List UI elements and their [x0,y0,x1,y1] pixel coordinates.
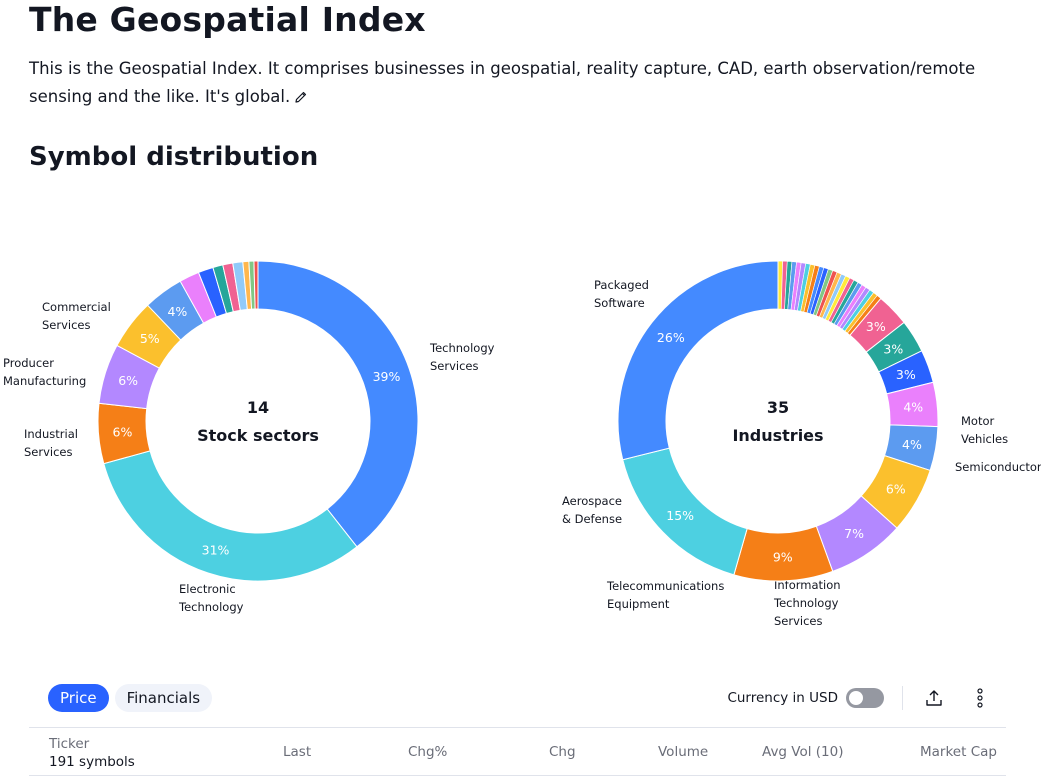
more-options-icon[interactable] [969,687,991,709]
slice-percent-label: 4% [902,437,922,452]
slice-category-label: Services [42,318,91,332]
slice-category-label: Software [594,296,645,310]
donut-center-title: Stock sectors [197,426,319,445]
column-market-cap[interactable]: Market Cap [920,744,997,760]
slice-percent-label: 7% [844,526,864,541]
slice-category-label: Packaged [594,278,649,292]
pencil-icon[interactable] [294,85,308,113]
slice-percent-label: 6% [113,424,133,439]
donut-center-count: 14 [247,398,269,417]
slice-percent-label: 31% [202,543,230,558]
slice-category-label: Manufacturing [3,374,86,388]
slice-category-label: & Defense [562,512,622,526]
tab-financials[interactable]: Financials [114,684,213,712]
description-text: This is the Geospatial Index. It compris… [29,59,976,106]
slice-category-label: Telecommunications [606,579,724,593]
slice-percent-label: 9% [773,549,793,564]
donut-chart-1: 39% Technology Services 31% Electronic Techno… [3,260,495,614]
table-top-divider [29,727,1006,728]
slice-category-label: Electronic [179,582,236,596]
slice-category-label: Services [24,445,73,459]
slice-category-label: Equipment [607,597,670,611]
slice-percent-label: 26% [657,330,685,345]
charts-area: 39% Technology Services 31% Electronic Techno… [3,260,1041,628]
donut-center-count: 35 [767,398,789,417]
slice-category-label: Producer [3,356,54,370]
currency-toggle[interactable] [846,688,884,708]
export-icon[interactable] [923,687,945,709]
column-chg[interactable]: Chg [549,744,576,760]
slice-percent-label: 15% [666,508,694,523]
donut-slice[interactable] [253,260,259,310]
table-toolbar: Currency in USD [727,684,991,712]
section-title: Symbol distribution [29,142,319,172]
slice-category-label: Semiconductors [955,460,1041,474]
column-chg-percent[interactable]: Chg% [408,744,448,760]
page-description: This is the Geospatial Index. It compris… [29,55,989,113]
donut-chart-2: 3% 3% Motor Vehicles 3% Semiconductors 4% 4% 6% 7… [562,260,1041,628]
page-title: The Geospatial Index [29,0,426,39]
currency-label: Currency in USD [727,690,838,706]
donut-slice[interactable] [103,450,358,582]
tab-price[interactable]: Price [48,684,109,712]
slice-percent-label: 3% [866,319,886,334]
slice-category-label: Technology [429,341,495,355]
symbol-count: 191 symbols [49,754,135,770]
slice-percent-label: 6% [886,482,906,497]
donut-slice[interactable] [617,260,779,461]
slice-percent-label: 3% [896,367,916,382]
slice-category-label: Technology [178,600,244,614]
view-tabs: Price Financials [48,684,213,712]
column-last[interactable]: Last [283,744,312,760]
slice-category-label: Information [774,578,841,592]
slice-category-label: Commercial [42,300,111,314]
table-header-divider [29,775,1006,776]
slice-category-label: Services [430,359,479,373]
slice-percent-label: 4% [167,304,187,319]
column-volume[interactable]: Volume [658,744,709,760]
toggle-knob [849,691,863,705]
slice-category-label: Motor [961,414,995,428]
slice-percent-label: 4% [903,399,923,414]
slice-percent-label: 3% [883,341,903,356]
column-ticker[interactable]: Ticker [49,736,90,752]
slice-percent-label: 6% [118,373,138,388]
slice-category-label: Technology [773,596,839,610]
slice-category-label: Industrial [24,427,78,441]
donut-slice[interactable] [257,260,419,548]
column-avg-vol[interactable]: Avg Vol (10) [762,744,844,760]
donut-center-title: Industries [732,426,823,445]
slice-category-label: Vehicles [961,432,1008,446]
slice-percent-label: 39% [373,369,401,384]
slice-category-label: Services [774,614,823,628]
slice-category-label: Aerospace [562,494,622,508]
toolbar-divider [902,686,903,710]
slice-percent-label: 5% [140,331,160,346]
